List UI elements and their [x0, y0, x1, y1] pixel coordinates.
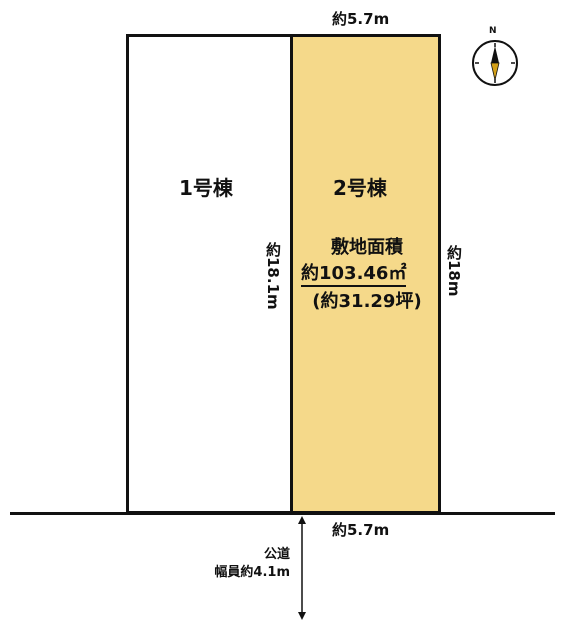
road-width: 幅員約4.1m — [214, 565, 290, 580]
bottom-width-label: 約5.7m — [332, 521, 390, 539]
lot-2-area: 敷地面積 約103.46㎡ (約31.29坪) — [293, 233, 441, 313]
area-tsubo: (約31.29坪) — [312, 291, 422, 312]
lot-2-label: 2号棟 — [333, 176, 387, 200]
right-depth-label: 約18m — [445, 245, 463, 297]
road-edge-line — [10, 512, 555, 515]
area-sqm: 約103.46㎡ — [301, 259, 407, 287]
left-depth-label: 約18.1m — [264, 242, 282, 310]
compass-icon — [472, 40, 518, 86]
road-width-arrow — [298, 516, 306, 620]
compass: N — [470, 26, 520, 90]
north-label: N — [489, 26, 497, 36]
lot-1-label: 1号棟 — [179, 176, 233, 200]
road-type: 公道 — [263, 547, 290, 562]
lot-2: 2号棟 敷地面積 約103.46㎡ (約31.29坪) — [290, 34, 441, 514]
area-title: 敷地面積 — [331, 237, 403, 258]
top-width-label: 約5.7m — [332, 10, 390, 28]
road-label: 公道 幅員約4.1m — [190, 546, 290, 582]
